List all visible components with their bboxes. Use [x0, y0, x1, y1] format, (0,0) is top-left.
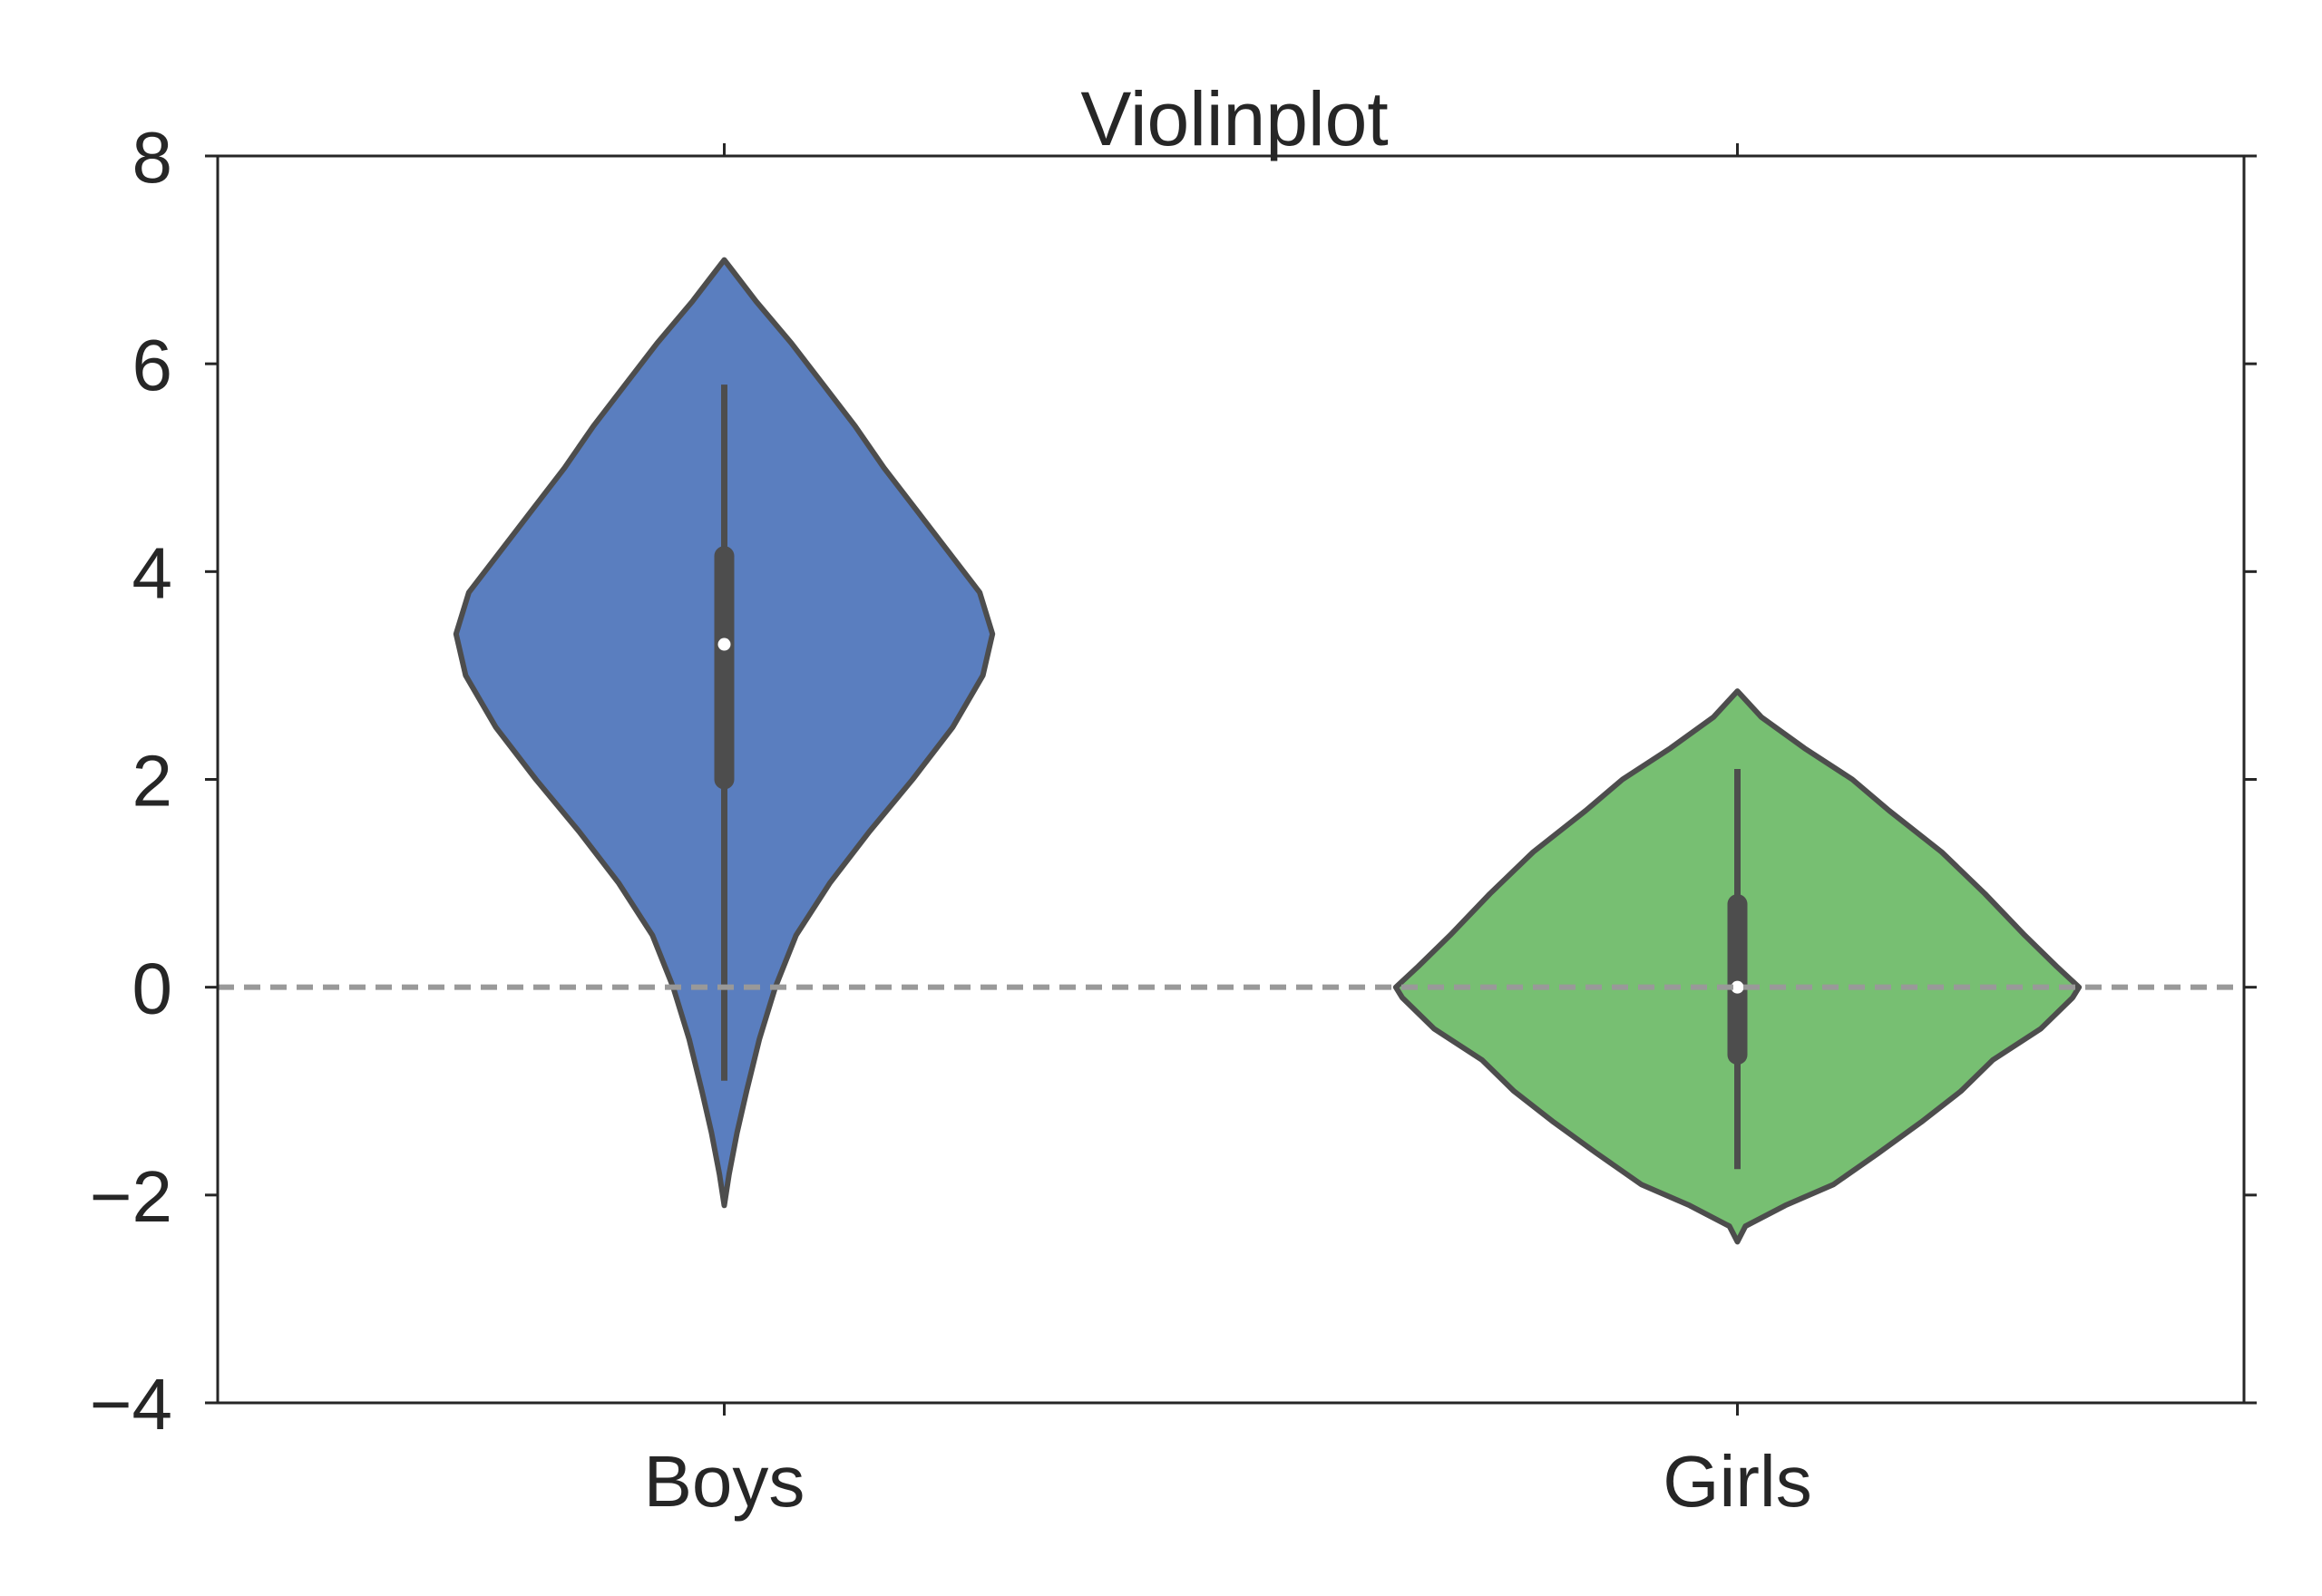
y-tick-label: −4 [90, 1364, 172, 1445]
median-girls [1731, 980, 1744, 994]
x-axis: Boys Girls [644, 143, 1812, 1522]
y-axis: 8 6 4 2 0 −2 −4 [90, 117, 2257, 1445]
y-tick-label: 2 [132, 741, 173, 822]
median-boys [717, 637, 731, 651]
x-tick-label-boys: Boys [644, 1441, 805, 1522]
violins-layer [453, 257, 2083, 1245]
y-tick-label: 4 [132, 532, 173, 613]
y-tick-label: −2 [90, 1156, 172, 1237]
y-tick-label: 8 [132, 117, 173, 198]
plot-frame [216, 154, 2246, 1405]
x-tick-label-girls: Girls [1663, 1441, 1811, 1522]
y-tick-label: 6 [132, 325, 173, 405]
chart-title: Violinplot [1080, 76, 1388, 161]
y-tick-label: 0 [132, 949, 173, 1029]
